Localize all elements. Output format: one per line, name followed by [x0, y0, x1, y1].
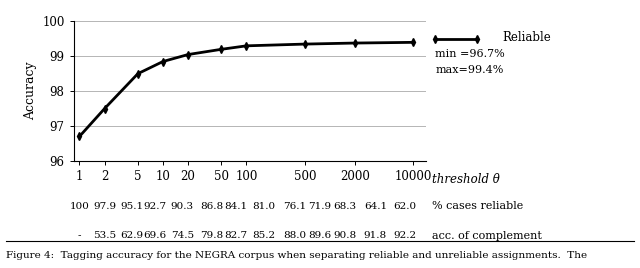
Text: 81.0: 81.0	[252, 202, 275, 211]
Text: 84.1: 84.1	[225, 202, 248, 211]
Text: 86.8: 86.8	[200, 202, 223, 211]
Text: 64.1: 64.1	[364, 202, 387, 211]
Text: 62.9: 62.9	[120, 231, 143, 240]
Text: 92.2: 92.2	[394, 231, 417, 240]
Text: 90.3: 90.3	[171, 202, 194, 211]
Y-axis label: Accuracy: Accuracy	[24, 62, 36, 120]
Text: Reliable: Reliable	[502, 31, 551, 44]
Text: 53.5: 53.5	[93, 231, 116, 240]
Text: acc. of complement: acc. of complement	[432, 231, 542, 241]
Text: 71.9: 71.9	[308, 202, 331, 211]
Text: 76.1: 76.1	[284, 202, 307, 211]
Text: 62.0: 62.0	[394, 202, 417, 211]
Text: 97.9: 97.9	[93, 202, 116, 211]
Text: threshold θ: threshold θ	[432, 173, 500, 186]
Text: 74.5: 74.5	[171, 231, 194, 240]
Text: 100: 100	[70, 202, 90, 211]
Text: 90.8: 90.8	[333, 231, 356, 240]
Text: 91.8: 91.8	[364, 231, 387, 240]
Text: 89.6: 89.6	[308, 231, 331, 240]
Text: 95.1: 95.1	[120, 202, 143, 211]
Text: 68.3: 68.3	[333, 202, 356, 211]
Text: -: -	[77, 231, 81, 240]
Text: 92.7: 92.7	[143, 202, 166, 211]
Text: 69.6: 69.6	[143, 231, 166, 240]
Text: 82.7: 82.7	[225, 231, 248, 240]
Text: 85.2: 85.2	[252, 231, 275, 240]
Text: max=99.4%: max=99.4%	[435, 65, 504, 75]
Text: 79.8: 79.8	[200, 231, 223, 240]
Text: % cases reliable: % cases reliable	[432, 201, 524, 211]
Text: Figure 4:  Tagging accuracy for the NEGRA corpus when separating reliable and un: Figure 4: Tagging accuracy for the NEGRA…	[6, 251, 588, 260]
Text: 88.0: 88.0	[284, 231, 307, 240]
Text: min =96.7%: min =96.7%	[435, 49, 505, 59]
